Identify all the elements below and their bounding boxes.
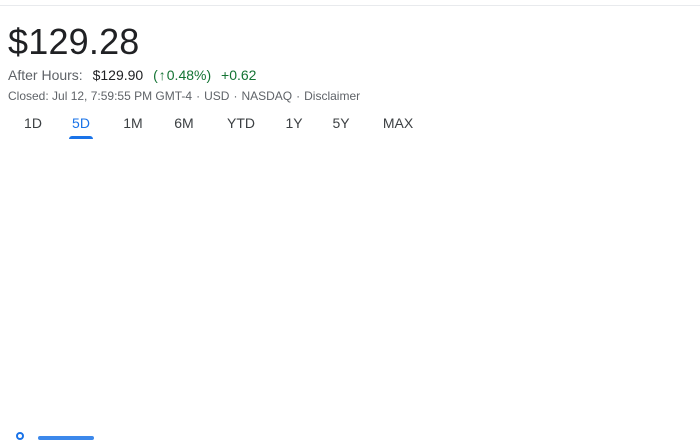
after-hours-label: After Hours: (8, 67, 83, 83)
tab-label: MAX (382, 115, 414, 131)
tab-label: 5Y (332, 115, 350, 131)
tab-1d[interactable]: 1D (24, 112, 42, 134)
compare-label-peek (38, 436, 94, 440)
currency: USD (204, 89, 230, 103)
tab-5d[interactable]: 5D (69, 112, 93, 139)
after-hours-percent: (↑0.48%) (153, 67, 211, 83)
tab-5y[interactable]: 5Y (332, 112, 350, 134)
market-status-line: Closed: Jul 12, 7:59:55 PM GMT-4 · USD · NAS… (8, 88, 360, 104)
close-paren: ) (206, 67, 212, 83)
separator: · (196, 89, 201, 103)
tab-6m[interactable]: 6M (172, 112, 196, 134)
tab-1m[interactable]: 1M (122, 112, 144, 134)
tab-label: 6M (174, 115, 194, 131)
price-chart-area (0, 148, 700, 418)
tab-label: 1D (24, 115, 42, 131)
tab-max[interactable]: MAX (381, 112, 415, 134)
after-hours-percent-value: 0.48% (166, 67, 207, 83)
exchange: NASDAQ (241, 89, 293, 103)
arrow-up-icon: ↑ (158, 67, 166, 83)
stock-price: $129.28 (8, 21, 140, 62)
disclaimer-link[interactable]: Disclaimer (304, 89, 361, 103)
active-tab-indicator (69, 136, 93, 139)
circle-icon (16, 432, 24, 440)
top-divider (0, 5, 700, 6)
after-hours-change: +0.62 (221, 67, 257, 83)
tab-label: 1Y (285, 115, 303, 131)
closed-time: Closed: Jul 12, 7:59:55 PM GMT-4 (8, 89, 193, 103)
tab-label: 1M (123, 115, 143, 131)
tab-ytd[interactable]: YTD (226, 112, 256, 134)
tab-label: YTD (227, 115, 255, 131)
after-hours-line: After Hours: $129.90 (↑0.48%) +0.62 (8, 66, 256, 84)
after-hours-price: $129.90 (92, 67, 144, 83)
compare-peek[interactable] (16, 432, 94, 440)
open-paren: ( (153, 67, 158, 83)
tab-label: 5D (72, 115, 90, 131)
separator: · (233, 89, 238, 103)
tab-1y[interactable]: 1Y (285, 112, 303, 134)
separator: · (296, 89, 301, 103)
